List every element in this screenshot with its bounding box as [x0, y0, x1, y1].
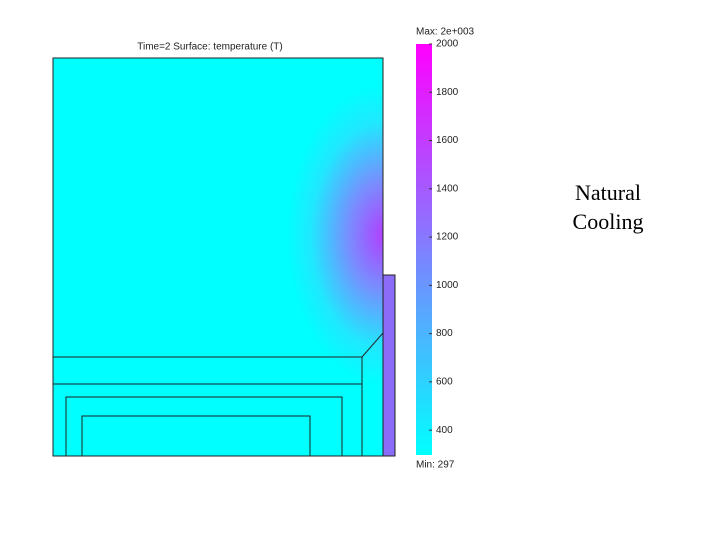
tick-label: 1000 [436, 280, 459, 291]
heater [382, 274, 396, 457]
tick-label: 2000 [436, 39, 459, 50]
colorbar [416, 44, 432, 455]
domain [52, 57, 384, 457]
tick-label: 1800 [436, 87, 459, 98]
tick-label: 1600 [436, 135, 459, 146]
geometry [52, 57, 396, 457]
chart-title: Time=2 Surface: temperature (T) [137, 42, 283, 53]
boundary [65, 396, 343, 456]
colorbar-min: Min: 297 [416, 460, 455, 471]
tick-label: 600 [436, 377, 453, 388]
tick-label: 400 [436, 425, 453, 436]
tick-label: 1200 [436, 232, 459, 243]
annotation: Natural Cooling [572, 180, 644, 234]
tick-label: 1400 [436, 183, 459, 194]
boundary [81, 415, 311, 456]
tick-label: 800 [436, 328, 453, 339]
colorbar-max: Max: 2e+003 [416, 27, 475, 38]
